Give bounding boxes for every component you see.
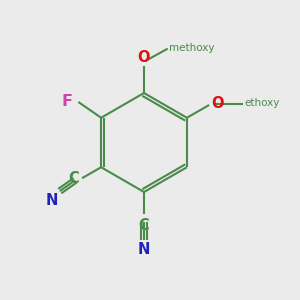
- Text: N: N: [138, 242, 150, 257]
- Text: ethoxy: ethoxy: [244, 98, 280, 109]
- Text: C: C: [139, 218, 149, 232]
- Text: F: F: [61, 94, 72, 109]
- Text: N: N: [45, 193, 58, 208]
- Text: C: C: [68, 171, 79, 186]
- Text: O: O: [138, 50, 150, 64]
- Text: methoxy: methoxy: [169, 43, 214, 53]
- Text: O: O: [212, 96, 224, 111]
